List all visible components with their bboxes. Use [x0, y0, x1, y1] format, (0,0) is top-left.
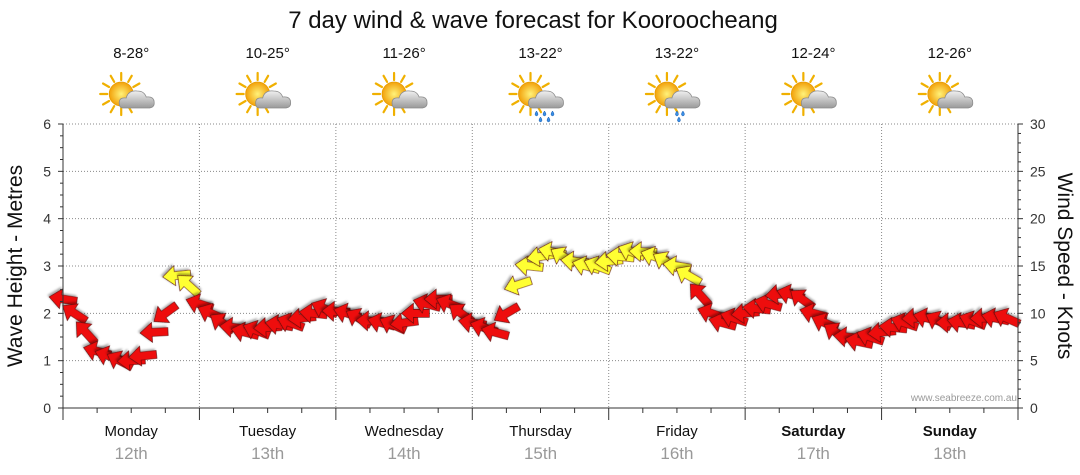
temperature-range: 8-28° — [113, 45, 149, 62]
wind-arrow — [890, 312, 920, 333]
y-tick-right-label: 5 — [1030, 353, 1038, 369]
day-label: Sunday — [923, 423, 978, 440]
day-label: Thursday — [509, 423, 572, 440]
wind-arrow — [153, 301, 180, 323]
day-label: Tuesday — [239, 423, 296, 440]
wind-arrow — [177, 275, 202, 298]
temperature-range: 11-26° — [382, 45, 425, 62]
wind-arrow — [504, 275, 533, 296]
temperature-range: 12-26° — [928, 45, 972, 62]
wind-arrow — [493, 302, 521, 324]
wind-arrow — [128, 345, 158, 367]
wind-arrow — [856, 326, 886, 347]
wind-arrow — [76, 321, 99, 346]
y-tick-left-label: 1 — [43, 353, 51, 369]
y-tick-left-label: 3 — [43, 258, 51, 274]
temperature-range: 13-22° — [518, 45, 562, 62]
day-label: Friday — [656, 423, 698, 440]
wind-arrow — [583, 255, 613, 276]
y-tick-right-label: 15 — [1030, 258, 1046, 274]
wind-arrow — [720, 307, 749, 328]
y-tick-left-label: 0 — [43, 400, 51, 416]
y-axis-right-label: Wind Speed - Knots — [1053, 173, 1076, 360]
wind-arrow — [514, 255, 544, 277]
temperature-range: 12-24° — [791, 45, 835, 62]
wind-arrows — [48, 241, 1022, 372]
date-label: 12th — [115, 444, 148, 463]
day-label: Saturday — [781, 423, 846, 440]
date-label: 17th — [797, 444, 830, 463]
temperature-range: 10-25° — [245, 45, 289, 62]
wind-arrow — [162, 265, 192, 287]
credit-text: www.seabreeze.com.au — [910, 393, 1017, 404]
partly-cloudy-icon — [235, 71, 292, 117]
y-tick-left-label: 5 — [43, 163, 51, 179]
partly-cloudy-icon — [371, 71, 428, 117]
wind-arrow — [62, 303, 89, 325]
wind-arrow — [276, 312, 306, 333]
wind-arrow — [993, 307, 1022, 328]
temperature-range: 13-22° — [655, 45, 699, 62]
y-axis-left-label: Wave Height - Metres — [4, 165, 27, 367]
partly-cloudy-icon — [99, 71, 155, 117]
date-label: 14th — [388, 444, 421, 463]
day-label: Monday — [105, 423, 159, 440]
wind-arrow — [481, 321, 510, 343]
wind-arrow — [139, 321, 169, 344]
axes: 0 1 2 3 4 5 6 0 5 10 15 20 25 30 Monday 12th Tuesday 13th… — [43, 116, 1046, 463]
chart-title: 7 day wind & wave forecast for Koorooche… — [288, 7, 778, 34]
y-tick-right-label: 20 — [1030, 211, 1046, 227]
y-tick-right-label: 30 — [1030, 116, 1046, 132]
showers-icon — [508, 71, 564, 123]
y-tick-right-label: 10 — [1030, 305, 1046, 321]
y-tick-right-label: 25 — [1030, 163, 1046, 179]
day-label: Wednesday — [365, 423, 444, 440]
date-label: 15th — [524, 444, 557, 463]
date-label: 18th — [933, 444, 966, 463]
wind-arrow — [753, 293, 783, 314]
date-label: 13th — [251, 444, 284, 463]
day-headers: 8-28° 10-25° 11-26° 13-22° 13-22° 12-24° 12-26… — [99, 45, 974, 123]
date-label: 16th — [660, 444, 693, 463]
wind-arrow — [400, 302, 430, 324]
light-showers-icon — [644, 71, 701, 123]
wind-arrow — [675, 265, 703, 287]
y-tick-right-label: 0 — [1030, 400, 1038, 416]
y-tick-left-label: 6 — [43, 116, 51, 132]
wind-arrow — [690, 283, 713, 308]
y-tick-left-label: 2 — [43, 305, 51, 321]
partly-cloudy-icon — [781, 71, 837, 117]
y-tick-left-label: 4 — [43, 211, 51, 227]
partly-cloudy-icon — [917, 71, 974, 117]
